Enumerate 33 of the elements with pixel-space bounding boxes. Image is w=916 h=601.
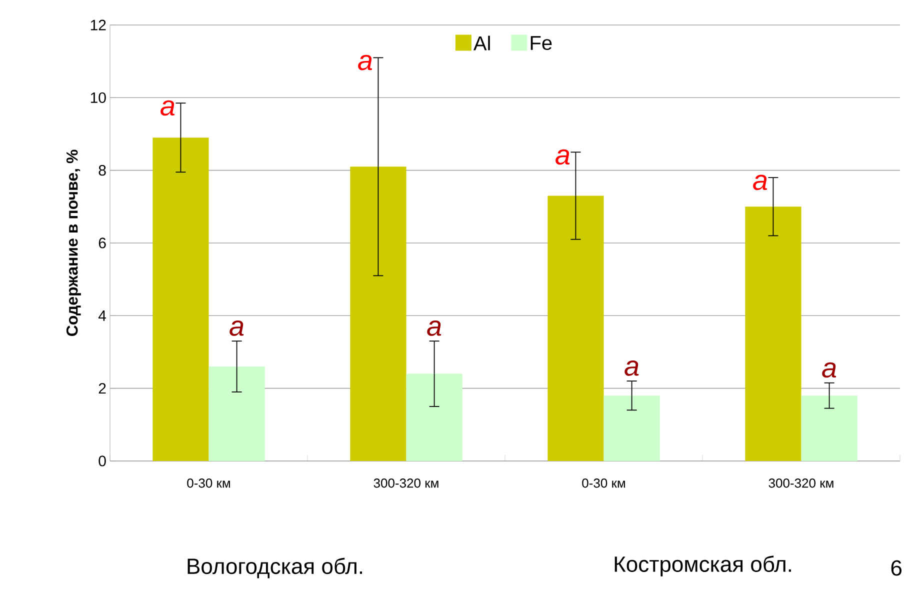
y-tick-label: 10 bbox=[90, 92, 106, 103]
annotation: a bbox=[160, 100, 175, 116]
bar bbox=[208, 366, 265, 461]
y-tick-label: 0 bbox=[98, 456, 106, 466]
bar bbox=[350, 166, 406, 461]
y-tick-label: 8 bbox=[98, 165, 106, 176]
y-tick-label: 12 bbox=[90, 20, 106, 30]
annotation: a bbox=[822, 362, 836, 378]
y-tick-label: 2 bbox=[98, 383, 106, 394]
annotation: a bbox=[753, 174, 768, 190]
bar bbox=[406, 374, 462, 461]
bar bbox=[801, 396, 858, 461]
x-tick-label: 0-30 км bbox=[187, 478, 230, 488]
bar bbox=[548, 196, 604, 461]
annotation: a bbox=[230, 320, 244, 336]
x-tick-label: 300-320 км bbox=[374, 478, 438, 488]
bar bbox=[152, 138, 209, 461]
y-tick-label: 6 bbox=[98, 238, 106, 248]
text: 6 bbox=[891, 560, 902, 576]
annotation: a bbox=[427, 320, 442, 336]
legend-label: Al bbox=[473, 36, 490, 50]
annotation: a bbox=[624, 360, 639, 376]
bar bbox=[745, 206, 802, 461]
y-axis-title: Содержание в почве, % bbox=[66, 150, 81, 336]
text: Вологодская обл. bbox=[188, 558, 362, 578]
text: Костромская обл. bbox=[614, 556, 791, 576]
bar bbox=[604, 396, 660, 461]
y-tick-label: 4 bbox=[98, 310, 106, 321]
x-tick-label: 300-320 км bbox=[768, 478, 834, 488]
legend-label: Fe bbox=[530, 36, 552, 50]
x-tick-label: 0-30 км bbox=[582, 478, 625, 488]
annotation: a bbox=[556, 149, 570, 165]
annotation: a bbox=[358, 54, 372, 70]
